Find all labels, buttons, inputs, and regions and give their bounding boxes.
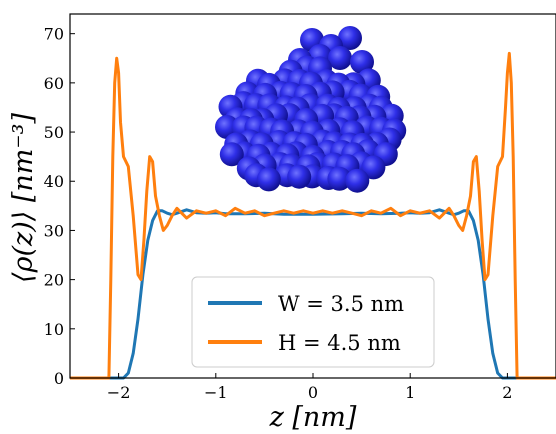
x-tick-label: −1 bbox=[204, 383, 228, 402]
legend-box bbox=[191, 276, 435, 368]
atom-sphere bbox=[219, 142, 244, 167]
atom-sphere bbox=[328, 46, 352, 70]
legend: W = 3.5 nm H = 4.5 nm bbox=[191, 276, 435, 368]
x-tick-label: −2 bbox=[107, 383, 131, 402]
nanoparticle-inset-image bbox=[215, 26, 407, 193]
legend-label-w: W = 3.5 nm bbox=[278, 292, 404, 316]
y-tick-label: 50 bbox=[44, 123, 64, 142]
legend-label-h: H = 4.5 nm bbox=[278, 331, 401, 355]
atom-sphere bbox=[345, 168, 370, 193]
atom-sphere bbox=[256, 167, 281, 192]
y-tick-label: 20 bbox=[44, 271, 64, 290]
x-axis-title: z [nm] bbox=[269, 402, 357, 433]
y-tick-label: 30 bbox=[44, 221, 64, 240]
atom-sphere bbox=[361, 155, 386, 180]
y-tick-label: 40 bbox=[44, 172, 64, 191]
y-tick-label: 70 bbox=[44, 25, 64, 44]
atom-sphere bbox=[350, 50, 374, 74]
atom-sphere bbox=[338, 26, 362, 50]
y-tick-label: 60 bbox=[44, 74, 64, 93]
atom-sphere bbox=[327, 166, 352, 191]
y-tick-label: 10 bbox=[44, 320, 64, 339]
x-tick-label: 2 bbox=[502, 383, 512, 402]
series-layer bbox=[70, 51, 556, 380]
atom-sphere bbox=[287, 164, 312, 189]
x-tick-label: 0 bbox=[308, 383, 318, 402]
y-axis-title: ⟨ρ(z)⟩ [nm⁻³] bbox=[8, 113, 39, 283]
x-tick-label: 1 bbox=[405, 383, 415, 402]
series-line-1 bbox=[70, 51, 556, 380]
y-tick-label: 0 bbox=[54, 369, 64, 388]
